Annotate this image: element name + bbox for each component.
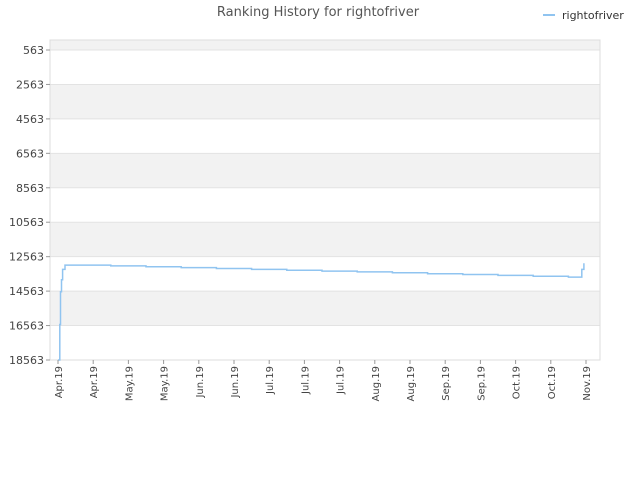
plot-band [50,256,600,292]
y-axis-ticks: 563 2563 4563 6563 8563 10563 12563 14563 16563 1… [9,44,50,367]
x-tick-label: May.19 [160,366,171,401]
plot-background-bands [50,40,600,360]
x-tick-label: Aug.19 [406,366,417,401]
series-line-rightofriver[interactable] [58,263,585,361]
y-tick-label: 4563 [16,113,44,126]
x-tick-label: Jun.19 [195,366,206,399]
series-layer [58,263,585,361]
x-tick-label: Jul.19 [336,366,347,395]
x-tick-label: Sep.19 [476,366,487,401]
y-tick-label: 18563 [9,354,44,367]
y-tick-label: 16563 [9,320,44,333]
x-tick-label: Apr.19 [89,366,100,398]
x-axis-ticks: Apr.19 Apr.19 May.19 May.19 Jun.19 Jun.19 Jul.… [54,360,593,401]
y-tick-label: 563 [23,44,44,57]
legend-label: rightofriver [562,9,624,22]
plot-band [50,222,600,257]
plot-band [50,50,600,85]
plot-band [50,118,600,154]
x-tick-label: Jul.19 [300,366,311,395]
plot-band [50,153,600,188]
y-tick-label: 14563 [9,285,44,298]
plot-band [50,84,600,119]
x-tick-label: Jul.19 [265,366,276,395]
plot-band [50,40,600,50]
chart-title: Ranking History for rightofriver [217,5,420,20]
plot-band [50,325,600,360]
x-tick-label: May.19 [124,366,135,401]
x-tick-label: Apr.19 [54,366,65,398]
y-tick-label: 2563 [16,78,44,91]
y-tick-label: 12563 [9,251,44,264]
x-tick-label: Oct.19 [512,366,523,399]
plot-band [50,291,600,326]
x-tick-label: Nov.19 [582,366,593,401]
legend[interactable]: rightofriver [543,9,624,22]
plot-band [50,187,600,223]
plot-area-border [49,39,601,361]
x-tick-label: Aug.19 [371,366,382,401]
y-tick-label: 10563 [9,216,44,229]
x-tick-label: Jun.19 [230,366,241,399]
y-tick-label: 6563 [16,147,44,160]
x-tick-label: Sep.19 [441,366,452,401]
y-tick-label: 8563 [16,182,44,195]
x-tick-label: Oct.19 [547,366,558,399]
